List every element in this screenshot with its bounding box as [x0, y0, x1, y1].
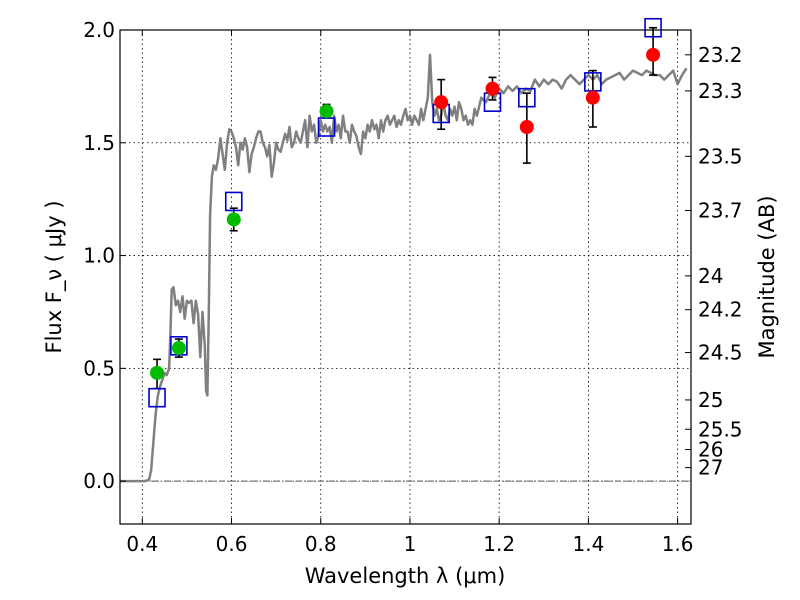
x-tick-label-0: 0.4: [126, 532, 158, 556]
model-spectrum-line: [120, 53, 688, 483]
y-tick-label-4: 2.0: [83, 18, 115, 42]
x-axis-label: Wavelength λ (μm): [305, 564, 506, 588]
mag-tick-label-3: 23.7: [698, 198, 743, 222]
mag-tick-label-7: 25: [698, 388, 723, 412]
data-point-layer: [150, 47, 661, 380]
tick-layer: [120, 29, 691, 524]
green-point-1: [171, 341, 186, 356]
x-tick-label-3: 1: [404, 532, 417, 556]
mag-tick-label-9: 26: [698, 438, 723, 462]
green-point-2: [226, 212, 241, 227]
x-tick-label-4: 1.2: [483, 532, 515, 556]
x-tick-label-6: 1.6: [662, 532, 694, 556]
mag-tick-label-6: 24.5: [698, 341, 743, 365]
model-box-2: [224, 191, 243, 212]
y-tick-label-2: 1.0: [83, 244, 115, 268]
green-point-3: [319, 104, 334, 119]
mag-tick-label-0: 23.2: [698, 43, 743, 67]
right-axis-label: Magnitude (AB): [755, 195, 779, 358]
mag-tick-label-10: 27: [698, 456, 723, 480]
red-point-2: [519, 119, 534, 134]
model-spectrum-layer: [120, 53, 688, 483]
model-box-6: [518, 87, 536, 108]
mag-tick-label-5: 24.2: [698, 298, 743, 322]
model-box-8: [644, 17, 662, 38]
mag-tick-label-1: 23.3: [698, 79, 743, 103]
mag-tick-label-4: 24: [698, 264, 723, 288]
red-point-0: [434, 95, 449, 110]
mag-tick-label-2: 23.5: [698, 144, 743, 168]
x-tick-label-1: 0.6: [216, 532, 248, 556]
y-axis-label: Flux F_ν ( μJy ): [42, 200, 67, 353]
tick-label-layer: 0.4 0.6 0.8 1 1.2 1.4 1.6 0.0 0.5 1.0 1.5 2.0 23.2 23…: [83, 18, 742, 556]
y-tick-label-0: 0.0: [83, 469, 115, 493]
red-point-4: [646, 47, 661, 62]
plot-frame: [119, 29, 692, 525]
red-point-1: [485, 81, 500, 96]
green-point-0: [150, 365, 165, 380]
model-box-0: [148, 387, 166, 408]
mag-tick-label-8: 25.5: [698, 417, 743, 441]
y-tick-label-3: 1.5: [83, 131, 115, 155]
y-tick-label-1: 0.5: [83, 356, 115, 380]
x-tick-label-2: 0.8: [305, 532, 337, 556]
x-tick-label-5: 1.4: [572, 532, 604, 556]
red-point-3: [585, 90, 600, 105]
